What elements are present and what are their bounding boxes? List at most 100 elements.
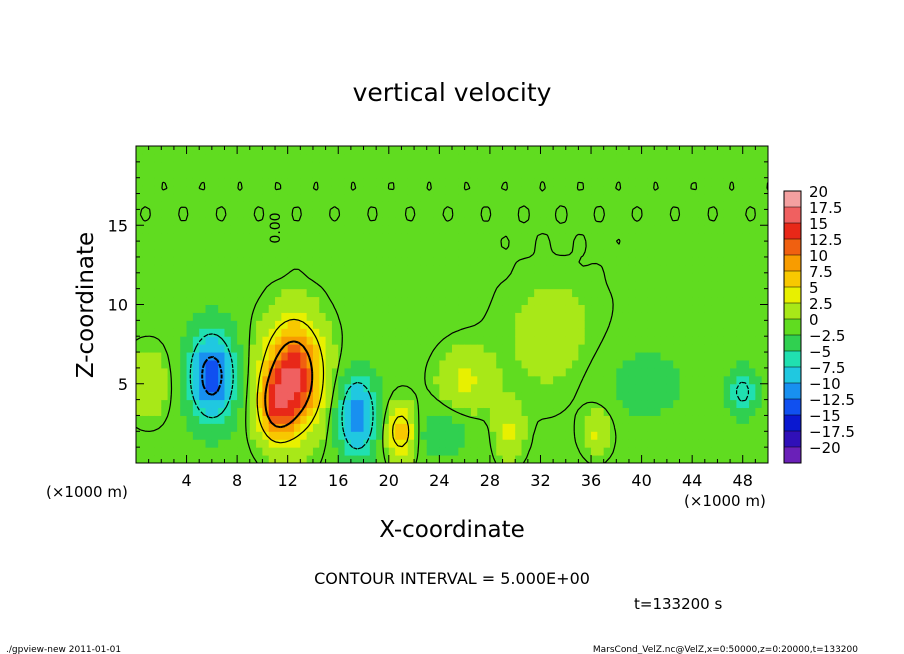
heatmap-cell	[142, 375, 150, 385]
heatmap-cell	[635, 328, 643, 337]
heatmap-cell	[730, 375, 737, 385]
heatmap-cell	[439, 439, 447, 448]
heatmap-cell	[635, 153, 643, 163]
heatmap-cell	[685, 264, 693, 274]
heatmap-cell	[610, 153, 617, 163]
heatmap-cell	[622, 391, 630, 401]
heatmap-cell	[407, 447, 415, 456]
heatmap-cell	[426, 209, 434, 218]
heatmap-cell	[268, 455, 276, 463]
heatmap-cell	[647, 407, 655, 416]
heatmap-cell	[382, 201, 390, 210]
heatmap-cell	[572, 399, 579, 409]
heatmap-cell	[395, 423, 402, 432]
heatmap-cell	[167, 264, 175, 274]
heatmap-cell	[249, 399, 257, 409]
heatmap-cell	[306, 399, 314, 409]
heatmap-cell	[647, 201, 655, 210]
heatmap-cell	[711, 256, 718, 266]
heatmap-cell	[660, 320, 668, 329]
heatmap-cell	[445, 447, 453, 456]
heatmap-cell	[470, 161, 478, 171]
heatmap-cell	[464, 304, 472, 313]
heatmap-cell	[256, 217, 263, 226]
heatmap-cell	[224, 439, 232, 448]
heatmap-cell	[736, 249, 744, 258]
heatmap-cell	[755, 177, 763, 187]
heatmap-cell	[325, 161, 333, 171]
heatmap-cell	[230, 312, 238, 321]
heatmap-cell	[496, 431, 504, 440]
heatmap-cell	[161, 455, 169, 463]
heatmap-cell	[344, 344, 352, 353]
heatmap-cell	[521, 153, 529, 163]
heatmap-cell	[401, 241, 409, 250]
heatmap-cell	[376, 217, 383, 226]
heatmap-cell	[565, 272, 573, 282]
heatmap-cell	[647, 383, 655, 393]
heatmap-cell	[376, 447, 383, 456]
heatmap-cell	[331, 431, 339, 440]
heatmap-cell	[628, 256, 636, 266]
heatmap-cell	[205, 423, 213, 432]
heatmap-cell	[363, 225, 371, 234]
heatmap-cell	[660, 249, 668, 258]
heatmap-cell	[565, 209, 573, 218]
heatmap-cell	[186, 288, 194, 298]
heatmap-cell	[350, 288, 358, 298]
heatmap-cell	[148, 336, 156, 345]
heatmap-cell	[275, 320, 282, 329]
heatmap-cell	[249, 312, 257, 321]
heatmap-cell	[578, 391, 586, 401]
heatmap-cell	[565, 296, 573, 306]
heatmap-cell	[591, 383, 598, 393]
heatmap-cell	[294, 288, 301, 298]
heatmap-cell	[515, 328, 523, 337]
heatmap-cell	[388, 177, 396, 187]
heatmap-cell	[414, 367, 421, 377]
heatmap-cell	[723, 423, 731, 432]
heatmap-cell	[749, 439, 756, 448]
heatmap-cell	[445, 375, 453, 385]
heatmap-cell	[237, 447, 244, 456]
heatmap-cell	[256, 344, 263, 353]
heatmap-cell	[382, 146, 390, 155]
heatmap-cell	[685, 367, 693, 377]
heatmap-cell	[742, 185, 750, 195]
heatmap-cell	[445, 249, 453, 258]
zero-contour-label: 0.00	[268, 212, 284, 243]
heatmap-cell	[401, 153, 409, 163]
heatmap-cell	[230, 447, 238, 456]
heatmap-cell	[401, 161, 409, 171]
heatmap-cell	[287, 233, 295, 242]
heatmap-cell	[761, 241, 768, 250]
heatmap-cell	[433, 359, 440, 369]
heatmap-cell	[527, 399, 535, 409]
heatmap-cell	[300, 455, 308, 463]
heatmap-cell	[458, 193, 466, 202]
heatmap-cell	[698, 185, 706, 195]
heatmap-cell	[275, 399, 282, 409]
heatmap-cell	[331, 455, 339, 463]
heatmap-cell	[610, 233, 617, 242]
heatmap-cell	[654, 233, 662, 242]
heatmap-cell	[572, 296, 579, 306]
heatmap-cell	[559, 169, 567, 179]
heatmap-cell	[723, 367, 731, 377]
heatmap-cell	[521, 320, 529, 329]
heatmap-cell	[483, 304, 491, 313]
heatmap-cell	[717, 375, 725, 385]
heatmap-cell	[679, 161, 687, 171]
heatmap-cell	[755, 359, 763, 369]
x-tick-label: 12	[278, 471, 298, 490]
heatmap-cell	[224, 193, 232, 202]
heatmap-cell	[452, 320, 459, 329]
heatmap-cell	[616, 264, 624, 274]
heatmap-cell	[470, 423, 478, 432]
heatmap-cell	[426, 383, 434, 393]
heatmap-cell	[136, 185, 143, 195]
heatmap-cell	[249, 233, 257, 242]
heatmap-cell	[584, 249, 592, 258]
heatmap-cell	[711, 447, 718, 456]
heatmap-cell	[294, 383, 301, 393]
